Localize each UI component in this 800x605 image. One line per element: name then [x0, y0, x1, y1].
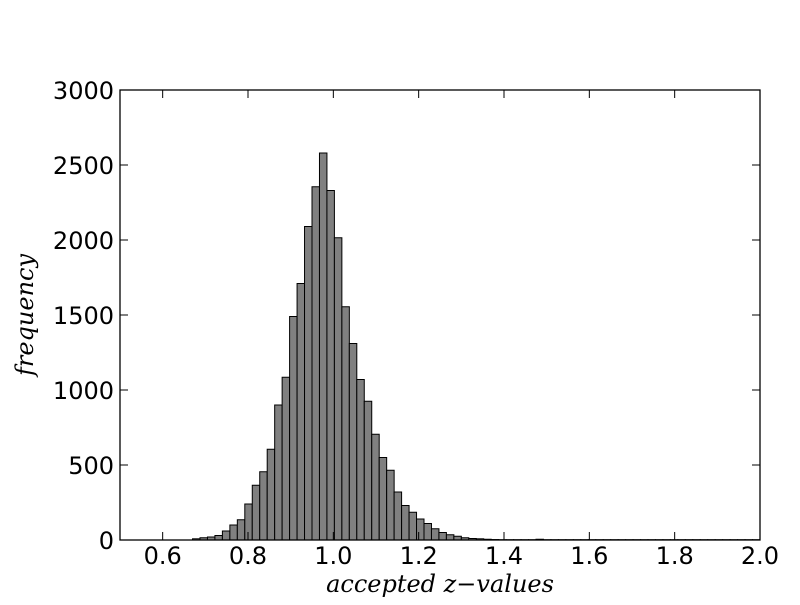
y-tick-label: 0 [99, 527, 114, 555]
histogram-bar [394, 492, 401, 540]
histogram-bar [290, 317, 297, 541]
histogram-bar [237, 520, 244, 540]
histogram-bar [267, 449, 274, 540]
y-tick-label: 3000 [53, 77, 114, 105]
x-tick-label: 1.8 [656, 542, 694, 570]
x-ticks: 0.6 0.8 1.0 1.2 1.4 1.6 1.8 2.0 [144, 90, 780, 570]
histogram-bar [297, 284, 304, 541]
plot-frame [120, 90, 760, 540]
histogram-bar [364, 401, 371, 540]
histogram-bar [349, 344, 356, 541]
x-axis-label: accepted z−values [326, 570, 554, 598]
histogram-bar [275, 405, 282, 540]
x-tick-label: 0.6 [144, 542, 182, 570]
histogram-bar [334, 238, 341, 540]
x-tick-label: 1.0 [314, 542, 352, 570]
histogram-bar [424, 524, 431, 541]
histogram-bar [439, 533, 446, 541]
histogram-bar [342, 307, 349, 540]
histogram-bar [357, 380, 364, 541]
histogram-bar [327, 191, 334, 541]
histogram-bar [260, 472, 267, 540]
histogram-bar [282, 377, 289, 540]
bars-group [193, 153, 760, 540]
x-tick-label: 1.2 [400, 542, 438, 570]
histogram-bar [372, 434, 379, 540]
x-tick-label: 1.4 [485, 542, 523, 570]
y-tick-label: 500 [68, 452, 114, 480]
histogram-bar [312, 187, 319, 540]
histogram-bar [402, 506, 409, 541]
histogram-bar [215, 536, 222, 541]
histogram-bar [431, 529, 438, 540]
histogram-bar [387, 470, 394, 540]
histogram-bar [252, 485, 259, 540]
x-tick-label: 2.0 [741, 542, 779, 570]
y-axis-label: frequency [11, 254, 39, 378]
histogram-bar [379, 458, 386, 541]
histogram-bar [319, 153, 326, 540]
histogram-bar [305, 227, 312, 541]
x-tick-label: 1.6 [570, 542, 608, 570]
histogram-bar [222, 531, 229, 540]
y-tick-label: 1000 [53, 377, 114, 405]
histogram-bar [245, 504, 252, 540]
y-ticks: 0 500 1000 1500 2000 2500 3000 [53, 77, 760, 555]
x-tick-label: 0.8 [229, 542, 267, 570]
y-tick-label: 2500 [53, 152, 114, 180]
histogram-bar [417, 519, 424, 540]
y-tick-label: 2000 [53, 227, 114, 255]
histogram-bar [230, 525, 237, 540]
histogram-bar [409, 512, 416, 540]
histogram-bar [446, 535, 453, 540]
y-tick-label: 1500 [53, 302, 114, 330]
